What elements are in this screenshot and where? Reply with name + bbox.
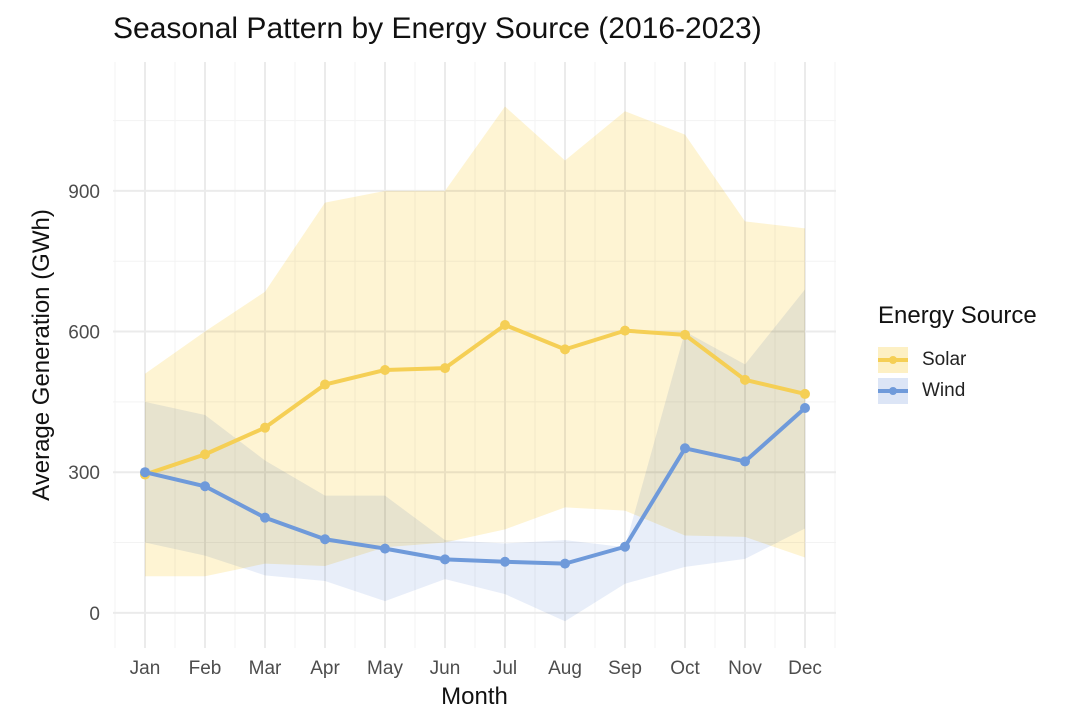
band-wind (145, 289, 805, 622)
point-solar-may (380, 365, 390, 376)
x-tick-label-apr: Apr (310, 658, 340, 679)
legend-label-solar: Solar (922, 348, 967, 370)
y-tick-label: 900 (68, 182, 100, 203)
legend: Energy Source Solar Wind (878, 302, 1037, 406)
point-wind-jun (440, 554, 450, 565)
legend-item-solar: Solar (878, 344, 1037, 375)
point-solar-jun (440, 363, 450, 374)
point-solar-mar (260, 422, 270, 433)
series-line-solar (143, 322, 807, 477)
point-wind-oct (680, 443, 690, 454)
point-wind-apr (320, 534, 330, 545)
y-tick-label: 0 (89, 604, 100, 625)
legend-key-solar (878, 346, 908, 373)
x-tick-label-may: May (367, 658, 403, 679)
y-axis-title: Average Generation (GWh) (28, 209, 55, 501)
x-tick-label-aug: Aug (548, 658, 582, 679)
x-tick-label-sep: Sep (608, 658, 642, 679)
legend-label-wind: Wind (922, 379, 966, 401)
point-solar-feb (200, 449, 210, 460)
x-tick-label-jun: Jun (430, 658, 461, 679)
y-tick-label: 300 (68, 463, 100, 484)
legend-item-wind: Wind (878, 375, 1037, 406)
point-wind-jan (140, 467, 150, 478)
y-tick-label: 600 (68, 323, 100, 344)
x-tick-label-dec: Dec (788, 658, 822, 679)
x-tick-label-feb: Feb (189, 658, 222, 679)
x-tick-label-jan: Jan (130, 658, 161, 679)
point-wind-may (380, 543, 390, 554)
point-solar-sep (620, 325, 630, 336)
x-tick-label-jul: Jul (493, 658, 517, 679)
point-solar-jul (500, 319, 510, 330)
point-wind-jul (500, 556, 510, 567)
legend-title: Energy Source (878, 302, 1037, 329)
x-tick-label-oct: Oct (670, 658, 700, 679)
x-tick-label-nov: Nov (728, 658, 762, 679)
point-solar-nov (740, 374, 750, 385)
point-wind-feb (200, 481, 210, 492)
point-wind-nov (740, 456, 750, 467)
point-solar-aug (560, 344, 570, 355)
point-wind-dec (800, 402, 810, 413)
point-solar-apr (320, 379, 330, 390)
x-axis-title: Month (441, 683, 508, 710)
legend-key-wind (878, 377, 908, 404)
point-wind-aug (560, 558, 570, 569)
x-tick-label-mar: Mar (249, 658, 282, 679)
series-line-wind (143, 405, 807, 566)
band-solar (145, 106, 805, 577)
point-solar-oct (680, 329, 690, 340)
chart-title: Seasonal Pattern by Energy Source (2016-… (113, 12, 762, 45)
point-wind-mar (260, 512, 270, 523)
point-solar-dec (800, 388, 810, 399)
point-wind-sep (620, 541, 630, 552)
